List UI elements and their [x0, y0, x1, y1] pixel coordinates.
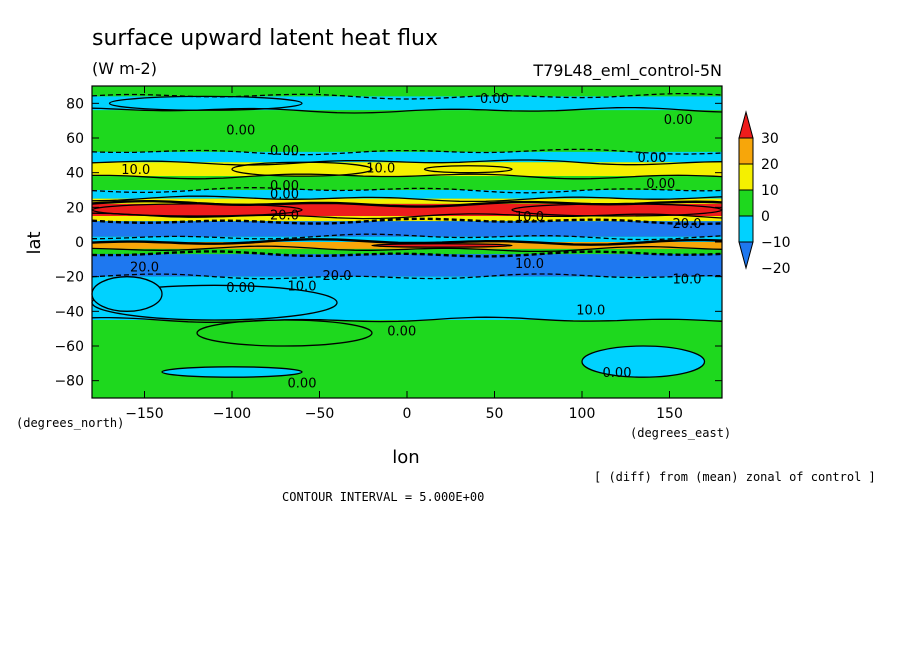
field-band	[92, 248, 722, 255]
field-patch	[196, 319, 373, 347]
contour-label: 10.0	[121, 163, 150, 178]
contour-line	[91, 273, 723, 280]
contour-label: 10.0	[576, 304, 605, 319]
colorbar-label: 30	[761, 131, 779, 147]
colorbar-label: 10	[761, 183, 779, 199]
contour-line	[91, 238, 723, 246]
y-tick-label: 60	[66, 131, 84, 147]
colorbar-label: 0	[761, 209, 770, 225]
contour-label: 0.00	[664, 113, 693, 128]
field-patch	[581, 345, 706, 378]
colorbar: 30 20 10 0 −10 −20	[738, 110, 791, 277]
contour-label: 0.00	[638, 151, 667, 166]
contour-label: 10.0	[515, 257, 544, 272]
contour-line	[91, 217, 723, 226]
x-tick-label: 100	[569, 406, 596, 422]
colorbar-swatch	[738, 163, 754, 191]
contour-line	[91, 106, 723, 114]
y-axis-units: (degrees_north)	[16, 416, 124, 430]
x-axis-label: lon	[392, 447, 419, 468]
y-tick-label: 40	[66, 166, 84, 182]
x-tick-label: 0	[403, 406, 412, 422]
x-tick-label: −50	[305, 406, 335, 422]
contour-label: 20.0	[323, 269, 352, 284]
colorbar-arrow-bottom	[738, 241, 754, 270]
contour-line	[91, 316, 723, 323]
contour-label: 10.0	[288, 279, 317, 294]
x-axis-ticks: −150 −100 −50 0 50 100 150	[125, 86, 683, 422]
contour-label: 0.00	[603, 366, 632, 381]
field-band	[92, 254, 722, 277]
y-tick-label: 80	[66, 96, 84, 112]
y-tick-label: 20	[66, 200, 84, 216]
plot-area	[91, 86, 723, 398]
contour-line	[91, 245, 723, 253]
y-axis-label: lat	[24, 231, 45, 254]
x-tick-label: −150	[125, 406, 163, 422]
y-tick-label: −60	[54, 339, 84, 355]
contour-line	[91, 195, 723, 203]
diff-note: [ (diff) from (mean) zonal of control ]	[594, 470, 876, 484]
contour-label: 10.0	[366, 161, 395, 176]
experiment-label: T79L48_eml_control-5N	[532, 61, 722, 81]
field-band	[92, 151, 722, 163]
contour-label: 0.00	[226, 281, 255, 296]
contour-label: 20.0	[270, 208, 299, 223]
field-patch	[161, 366, 303, 378]
contour-label: 10.0	[673, 272, 702, 287]
field-band	[92, 110, 722, 152]
contour-label: 0.00	[270, 187, 299, 202]
field-patch	[91, 276, 163, 312]
colorbar-swatch	[738, 137, 754, 165]
y-tick-label: −20	[54, 270, 84, 286]
contour-label: 0.00	[270, 144, 299, 159]
colorbar-swatch	[738, 189, 754, 217]
field-patch	[423, 165, 513, 174]
contour-line	[91, 212, 723, 220]
contour-label: 20.0	[130, 260, 159, 275]
contour-line	[91, 250, 723, 258]
contour-label: 0.00	[226, 123, 255, 138]
chart-units: (W m-2)	[92, 59, 157, 78]
y-tick-label: −40	[54, 304, 84, 320]
colorbar-label: −20	[761, 261, 791, 277]
field-band	[92, 198, 722, 204]
contour-interval: CONTOUR INTERVAL = 5.000E+00	[282, 490, 484, 504]
contour-line	[91, 159, 723, 166]
x-tick-label: 150	[656, 406, 683, 422]
y-tick-label: 0	[75, 235, 84, 251]
x-tick-label: 50	[486, 406, 504, 422]
colorbar-label: 20	[761, 157, 779, 173]
chart-title: surface upward latent heat flux	[92, 26, 438, 51]
field-band	[92, 236, 722, 242]
field-band	[92, 221, 722, 237]
contour-label: 0.00	[480, 92, 509, 107]
colorbar-label: −10	[761, 235, 791, 251]
contour-label: 20.0	[673, 217, 702, 232]
field-band	[92, 190, 722, 199]
field-patch	[371, 243, 513, 248]
field-patch	[108, 95, 303, 111]
contour-label: 10.0	[515, 210, 544, 225]
x-axis-units: (degrees_east)	[630, 426, 731, 440]
colorbar-arrow-top	[738, 110, 754, 139]
contour-line	[91, 148, 723, 156]
contour-line	[92, 233, 723, 241]
contour-label: 0.00	[646, 177, 675, 192]
contour-line	[91, 200, 723, 208]
contour-line	[91, 92, 723, 100]
contour-label: 0.00	[288, 376, 317, 391]
colorbar-swatch	[738, 215, 754, 243]
y-tick-label: −80	[54, 374, 84, 390]
y-axis-ticks: 80 60 40 20 0 −20 −40 −60 −80	[54, 96, 722, 390]
contour-lines	[91, 92, 723, 323]
contour-line	[91, 187, 723, 194]
x-tick-label: −100	[213, 406, 251, 422]
contour-line	[92, 173, 723, 180]
contour-label: 0.00	[270, 179, 299, 194]
field-band	[92, 176, 722, 190]
contour-label: 0.00	[387, 324, 416, 339]
